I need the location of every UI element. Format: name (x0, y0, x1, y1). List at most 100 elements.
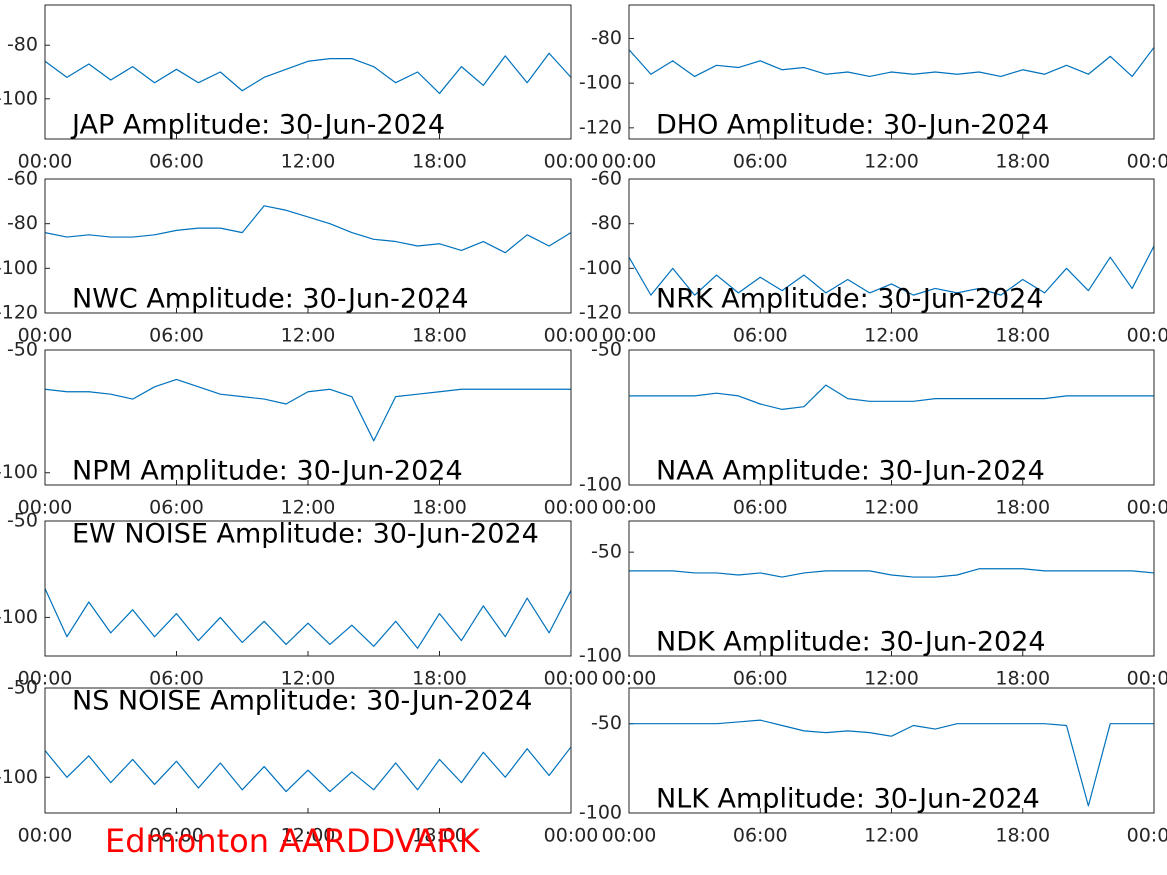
signal-line (44, 588, 572, 649)
x-tick-label: 00:00 (18, 668, 73, 690)
x-tick-label: 06:00 (149, 825, 204, 847)
x-tick-label: 12:00 (864, 151, 919, 173)
axes-box (45, 5, 571, 139)
x-tick-label: 12:00 (864, 497, 919, 519)
x-tick-label: 00:00 (1127, 497, 1167, 519)
x-tick-label: 12:00 (281, 151, 336, 173)
y-tick-label: -50 (7, 339, 38, 361)
y-tick-label: -100 (0, 87, 38, 109)
x-tick-label: 00:00 (602, 825, 657, 847)
x-tick-label: 06:00 (733, 497, 788, 519)
x-tick-label: 00:00 (602, 151, 657, 173)
x-tick-label: 12:00 (864, 325, 919, 347)
x-tick-label: 06:00 (149, 151, 204, 173)
signal-line (44, 746, 572, 793)
x-tick-label: 00:00 (544, 497, 599, 519)
axes-frame (628, 520, 1155, 657)
x-tick-label: 06:00 (733, 825, 788, 847)
y-tick-label: -100 (0, 461, 38, 483)
axes-frame (44, 687, 572, 814)
axes-frame (628, 4, 1155, 140)
x-tick-label: 18:00 (995, 325, 1050, 347)
x-tick-label: 18:00 (995, 497, 1050, 519)
x-tick-label: 18:00 (412, 825, 467, 847)
y-tick-label: -80 (7, 212, 38, 234)
y-tick-label: -50 (7, 677, 38, 699)
x-tick-label: 00:00 (544, 325, 599, 347)
panel-title: NRK Amplitude: 30-Jun-2024 (656, 284, 1044, 315)
y-tick-label: -60 (7, 168, 38, 190)
signal-line (629, 384, 1154, 410)
panel-title: JAP Amplitude: 30-Jun-2024 (70, 110, 445, 141)
axes-frame (44, 4, 572, 140)
x-tick-label: 00:00 (18, 325, 73, 347)
y-tick-label: -100 (579, 645, 622, 667)
axes-frame (44, 520, 572, 657)
axes-box (45, 688, 571, 813)
x-tick-label: 06:00 (733, 325, 788, 347)
x-tick-label: 00:00 (544, 825, 599, 847)
y-tick-label: -50 (591, 339, 622, 361)
x-tick-label: 00:00 (1127, 325, 1167, 347)
axes-box (629, 350, 1154, 485)
y-tick-label: -100 (579, 72, 622, 94)
x-tick-label: 06:00 (149, 668, 204, 690)
x-tick-label: 06:00 (149, 325, 204, 347)
panel-title: DHO Amplitude: 30-Jun-2024 (656, 110, 1049, 141)
x-tick-label: 12:00 (281, 497, 336, 519)
signal-line (44, 52, 572, 95)
axes-box (45, 521, 571, 656)
x-tick-label: 00:00 (18, 497, 73, 519)
y-tick-label: -80 (591, 27, 622, 49)
panel-title: EW NOISE Amplitude: 30-Jun-2024 (72, 519, 539, 550)
x-tick-label: 18:00 (412, 151, 467, 173)
x-tick-label: 06:00 (733, 668, 788, 690)
panel-title: NS NOISE Amplitude: 30-Jun-2024 (72, 686, 532, 717)
x-tick-label: 00:00 (18, 151, 73, 173)
y-tick-label: -50 (591, 712, 622, 734)
y-tick-label: -60 (591, 168, 622, 190)
x-tick-label: 00:00 (602, 497, 657, 519)
signal-line (44, 378, 571, 442)
y-tick-label: -50 (7, 510, 38, 532)
axes-frame (628, 687, 1155, 814)
y-tick-label: -100 (579, 474, 622, 496)
footer: Edmonton AARDDVARK (105, 822, 481, 860)
x-tick-label: 00:00 (602, 668, 657, 690)
x-tick-label: 18:00 (995, 151, 1050, 173)
x-tick-label: 00:00 (544, 668, 599, 690)
x-tick-label: 06:00 (149, 497, 204, 519)
panel-title: NDK Amplitude: 30-Jun-2024 (656, 627, 1046, 658)
y-tick-label: -80 (591, 212, 622, 234)
panel-title: NLK Amplitude: 30-Jun-2024 (656, 784, 1040, 815)
y-tick-label: -120 (579, 302, 622, 324)
x-tick-label: 00:00 (18, 825, 73, 847)
axes-frame (628, 178, 1155, 314)
panel-title: NWC Amplitude: 30-Jun-2024 (72, 284, 469, 315)
axes-frame (44, 349, 572, 486)
y-tick-label: -100 (579, 802, 622, 824)
axes-box (45, 179, 571, 313)
y-tick-label: -80 (7, 34, 38, 56)
x-tick-label: 12:00 (864, 825, 919, 847)
panel-title: NPM Amplitude: 30-Jun-2024 (72, 456, 463, 487)
signal-line (629, 568, 1155, 578)
y-tick-label: -100 (0, 766, 38, 788)
axes-frame (628, 349, 1155, 486)
x-tick-label: 00:00 (602, 325, 657, 347)
x-tick-label: 12:00 (864, 668, 919, 690)
x-tick-label: 18:00 (412, 497, 467, 519)
x-tick-label: 12:00 (281, 668, 336, 690)
x-tick-label: 18:00 (412, 668, 467, 690)
axes-box (629, 179, 1154, 313)
y-tick-label: -120 (0, 302, 38, 324)
x-tick-label: 18:00 (995, 668, 1050, 690)
panel-title: NAA Amplitude: 30-Jun-2024 (656, 456, 1045, 487)
y-tick-label: -100 (0, 257, 38, 279)
x-tick-label: 00:00 (1127, 668, 1167, 690)
signal-line (628, 245, 1155, 296)
x-tick-label: 18:00 (412, 325, 467, 347)
axes-box (45, 350, 571, 485)
y-tick-label: -100 (0, 606, 38, 628)
